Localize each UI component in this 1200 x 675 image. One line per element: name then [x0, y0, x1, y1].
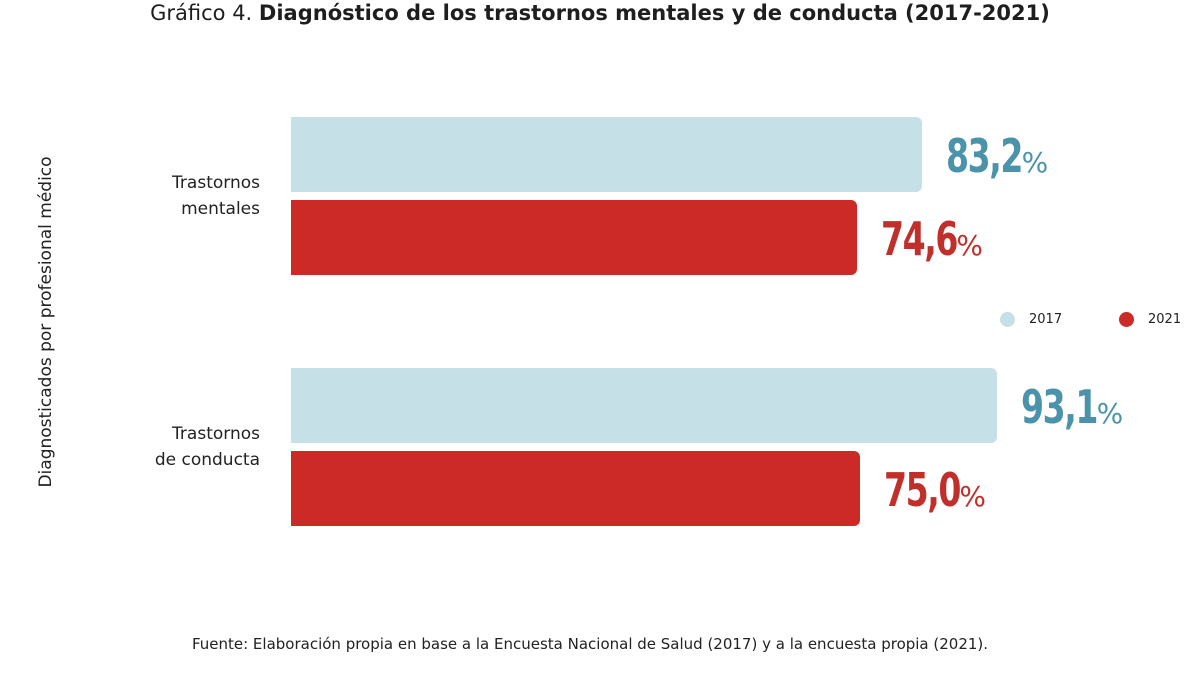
bar-trastornos-mentales-2017	[291, 117, 923, 192]
data-label-trastornos-mentales-2017: 83,2%	[946, 133, 1048, 179]
data-label-trastornos-de-conducta-2021: 75,0%	[884, 467, 986, 513]
data-label-value: 75,0	[883, 463, 961, 517]
data-label-suffix: %	[956, 229, 983, 262]
legend-item-2021: 2021	[1119, 312, 1181, 327]
data-label-trastornos-mentales-2021: 74,6%	[881, 216, 983, 262]
legend-swatch-2021	[1119, 312, 1134, 327]
chart-title-main: Diagnóstico de los trastornos mentales y…	[258, 1, 1050, 25]
legend-item-2017: 2017	[1000, 312, 1062, 327]
y-axis-label: Diagnosticados por profesional médico	[36, 156, 56, 488]
bar-trastornos-mentales-2021	[291, 200, 857, 275]
data-label-suffix: %	[1096, 397, 1124, 430]
category-label-trastornos-de-conducta: Trastornos de conducta	[155, 421, 260, 473]
data-label-suffix: %	[1021, 146, 1049, 179]
data-label-trastornos-de-conducta-2017: 93,1%	[1021, 384, 1123, 430]
data-label-value: 93,1	[1021, 380, 1098, 434]
legend-swatch-2017	[1000, 312, 1015, 327]
data-label-value: 74,6	[880, 212, 958, 266]
data-label-suffix: %	[959, 480, 986, 513]
bar-trastornos-de-conducta-2021	[291, 451, 860, 526]
chart-title-prefix: Gráfico 4.	[150, 1, 253, 25]
legend-label-2017: 2017	[1029, 312, 1063, 327]
source-note: Fuente: Elaboración propia en base a la …	[191, 635, 989, 653]
category-label-line: mentales	[181, 199, 260, 219]
bar-trastornos-de-conducta-2017	[291, 368, 998, 443]
category-label-line: Trastornos	[172, 424, 260, 444]
data-label-value: 83,2	[946, 129, 1023, 183]
category-label-line: Trastornos	[172, 173, 260, 193]
legend-label-2021: 2021	[1148, 312, 1182, 327]
chart-title: Gráfico 4. Diagnóstico de los trastornos…	[0, 0, 1200, 26]
category-label-trastornos-mentales: Trastornos mentales	[172, 170, 260, 222]
category-label-line: de conducta	[154, 450, 260, 470]
